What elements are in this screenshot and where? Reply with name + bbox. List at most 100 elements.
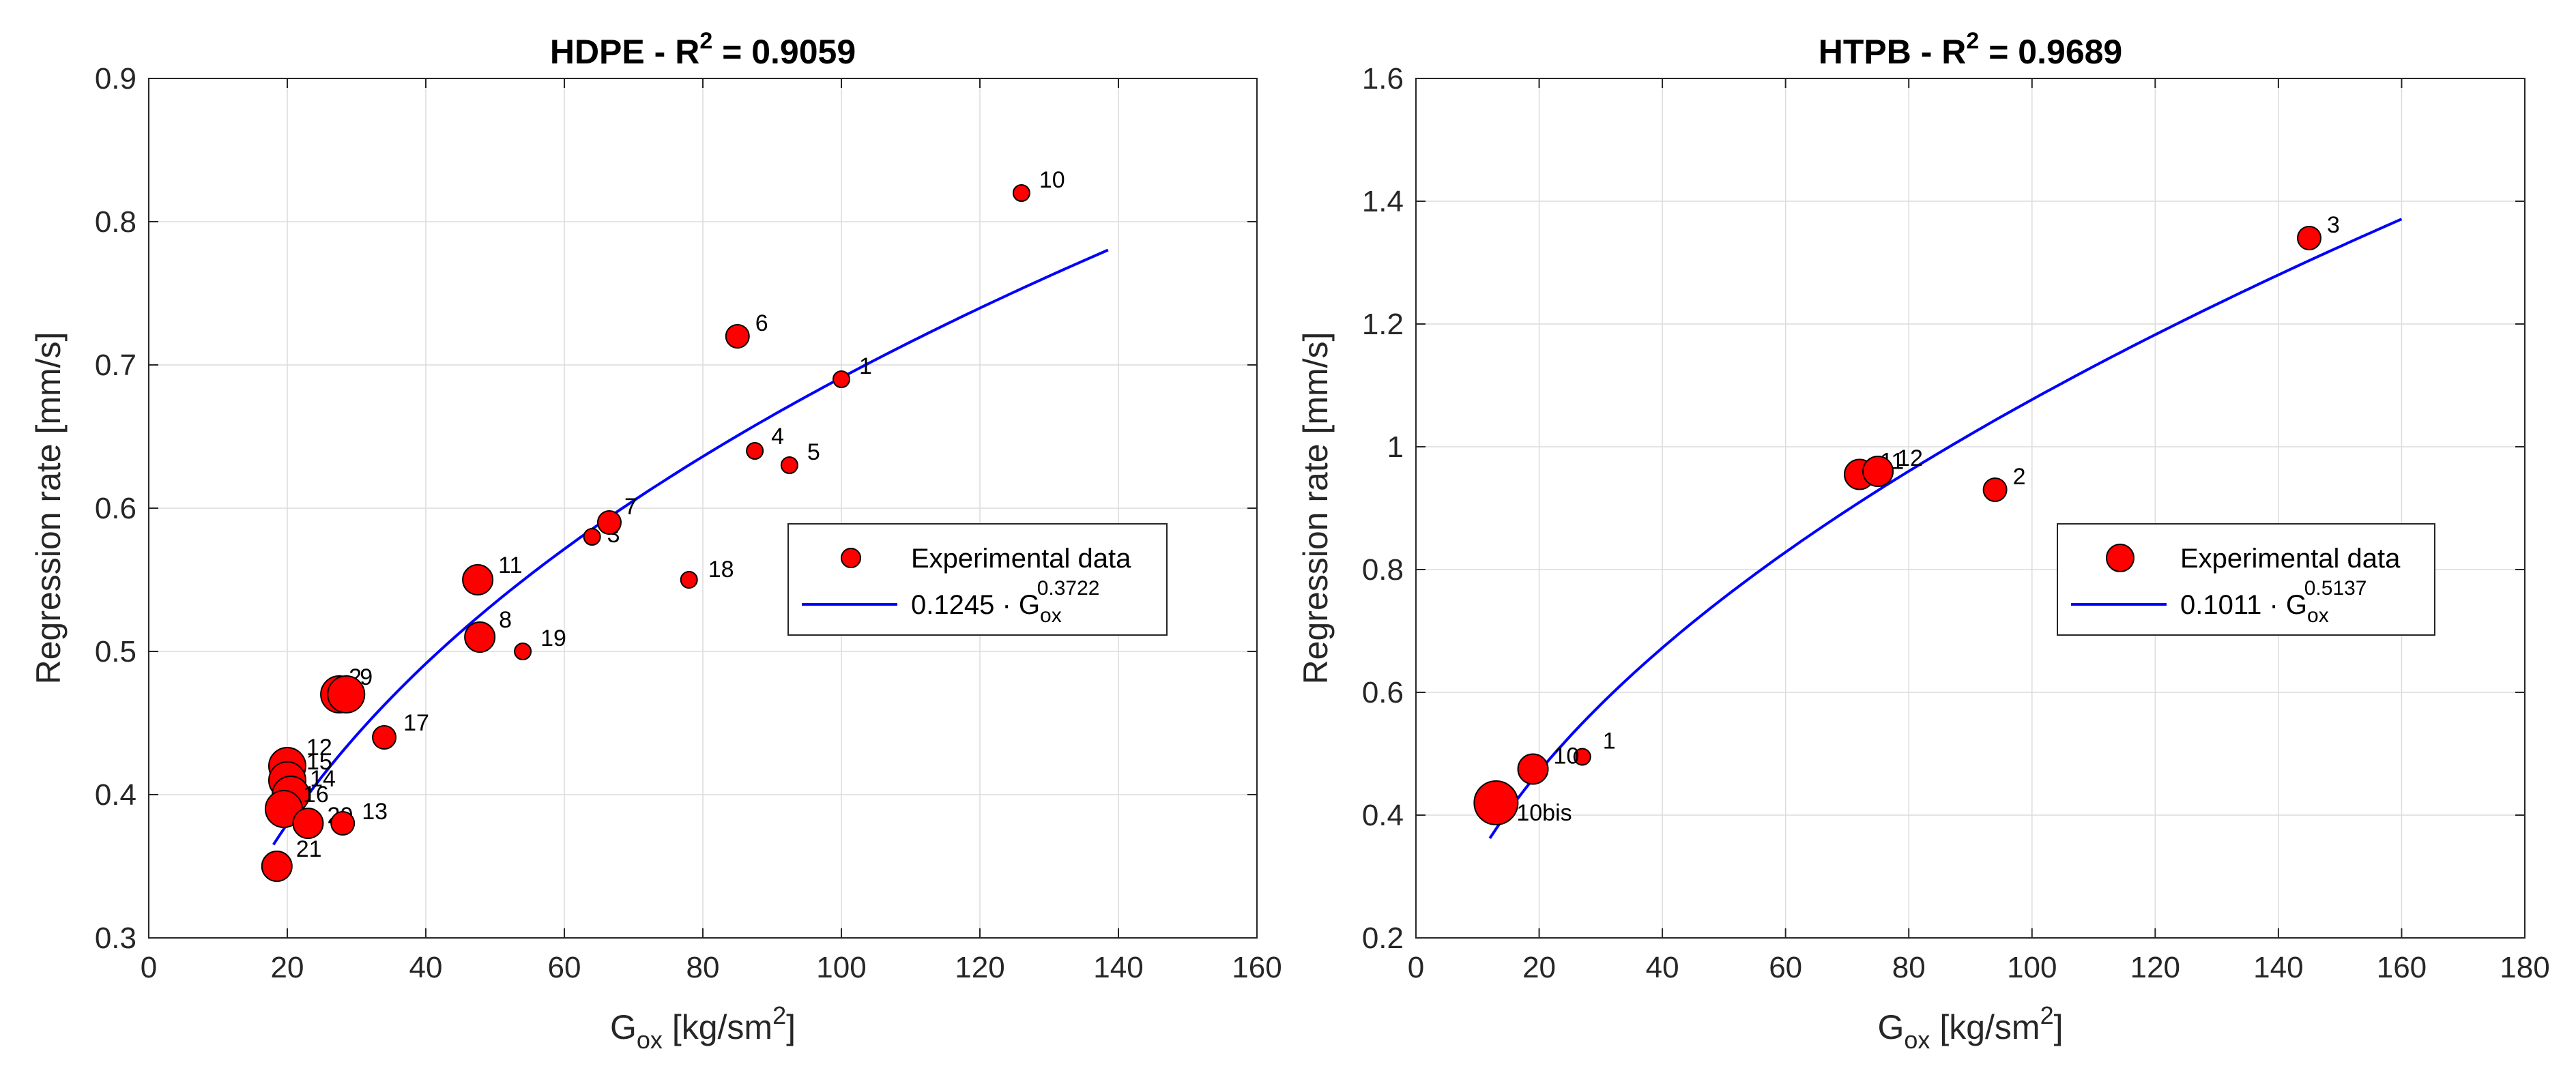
chart-0-data-point-3 bbox=[583, 528, 601, 546]
chart-1-data-label-1: 1 bbox=[1603, 728, 1616, 754]
chart-0-data-label-13: 13 bbox=[362, 799, 388, 825]
chart-0-legend-data-label: Experimental data bbox=[911, 544, 1131, 574]
chart-0-x-axis-label-unit: [kg/sm bbox=[663, 1008, 772, 1046]
chart-0-data-point-17 bbox=[372, 725, 397, 750]
chart-0-data-label-11: 11 bbox=[498, 553, 522, 578]
chart-1-legend-marker-icon bbox=[2106, 544, 2134, 572]
chart-0-data-label-14: 14 bbox=[310, 766, 336, 792]
chart-0-data-label-7: 7 bbox=[624, 494, 637, 520]
chart-0-data-point-9 bbox=[327, 675, 366, 713]
chart-1-title-main: HTPB - R bbox=[1819, 33, 1967, 71]
chart-0-data-label-10: 10 bbox=[1039, 167, 1065, 193]
chart-1-x-tick-label-1: 20 bbox=[1522, 951, 1556, 984]
chart-0-data-point-18 bbox=[680, 571, 698, 589]
chart-0-y-tick-label-1: 0.4 bbox=[95, 778, 136, 812]
chart-0-data-point-19 bbox=[514, 643, 532, 660]
chart-0-data-label-17: 17 bbox=[403, 710, 429, 736]
chart-0-data-point-11 bbox=[462, 564, 494, 595]
chart-0-data-label-5: 5 bbox=[807, 439, 820, 465]
chart-0-data-label-4: 4 bbox=[771, 424, 784, 450]
chart-0-y-tick-label-2: 0.5 bbox=[95, 635, 136, 668]
chart-1-x-tick-label-8: 160 bbox=[2377, 951, 2427, 984]
chart-1-x-axis-label: Gox [kg/sm2] bbox=[1877, 1001, 2063, 1054]
chart-1-legend-fit-coef: 0.1011 · G bbox=[2180, 590, 2307, 620]
chart-0-data-label-16: 16 bbox=[303, 782, 329, 808]
chart-0-fit-curve bbox=[272, 248, 1109, 846]
chart-1-data-point-1 bbox=[1573, 748, 1591, 766]
chart-1-x-axis-label-main: G bbox=[1877, 1008, 1904, 1046]
chart-1-x-axis-label-sub: ox bbox=[1904, 1026, 1930, 1054]
chart-1-x-tick-label-7: 140 bbox=[2253, 951, 2303, 984]
chart-0-data-label-8: 8 bbox=[499, 607, 512, 633]
chart-0-x-axis-label-sup: 2 bbox=[772, 1001, 786, 1029]
chart-0-data-label-18: 18 bbox=[708, 557, 734, 583]
chart-1-x-tick-label-0: 0 bbox=[1408, 951, 1424, 984]
chart-1-legend-fit-sub: ox bbox=[2307, 604, 2329, 627]
chart-1-fit-curve bbox=[1488, 218, 2403, 840]
chart-1-x-tick-label-3: 60 bbox=[1769, 951, 1802, 984]
chart-1-x-tick-label-6: 120 bbox=[2130, 951, 2180, 984]
chart-0-legend-fit-sup: 0.3722 bbox=[1037, 577, 1100, 600]
chart-0-x-tick-label-5: 100 bbox=[816, 951, 866, 984]
chart-1-y-tick-label-3: 0.8 bbox=[1362, 553, 1404, 587]
chart-0-x-axis-label-sub: ox bbox=[637, 1026, 663, 1054]
chart-1-x-tick-label-4: 80 bbox=[1892, 951, 1926, 984]
chart-0-title-main: HDPE - R bbox=[550, 33, 699, 71]
chart-1-x-axis-label-unit: [kg/sm bbox=[1930, 1008, 2040, 1046]
chart-0-x-tick-label-6: 120 bbox=[955, 951, 1004, 984]
chart-1-x-tick-label-9: 180 bbox=[2500, 951, 2549, 984]
chart-0-x-tick-label-2: 40 bbox=[409, 951, 443, 984]
chart-0-data-label-15: 15 bbox=[306, 749, 332, 775]
chart-0-y-tick-label-6: 0.9 bbox=[95, 62, 136, 95]
chart-0-data-label-9: 9 bbox=[360, 664, 373, 690]
chart-0-data-point-20 bbox=[292, 808, 324, 839]
chart-1-legend-fit-label: 0.1011 · Gox 0.5137 bbox=[2180, 577, 2367, 627]
chart-0-data-point-6 bbox=[725, 324, 750, 349]
chart-0-data-label-6: 6 bbox=[755, 310, 768, 336]
chart-1-legend-box bbox=[2057, 523, 2435, 636]
chart-1-y-tick-label-1: 0.4 bbox=[1362, 799, 1404, 832]
chart-0-y-tick-label-4: 0.7 bbox=[95, 349, 136, 382]
chart-1-y-tick-label-4: 1 bbox=[1387, 430, 1404, 464]
chart-1-data-point-12 bbox=[1862, 456, 1894, 487]
chart-1-data-label-10bis: 10bis bbox=[1516, 800, 1572, 826]
chart-1-x-axis-label-sup: 2 bbox=[2040, 1001, 2054, 1029]
chart-0-x-tick-label-8: 160 bbox=[1232, 951, 1282, 984]
chart-1-axes-box bbox=[1415, 78, 2526, 939]
chart-1-legend-data-label: Experimental data bbox=[2180, 544, 2401, 574]
chart-0-data-point-21 bbox=[261, 851, 293, 882]
chart-0-legend-fit-coef: 0.1245 · G bbox=[911, 590, 1040, 620]
chart-0-data-label-12: 12 bbox=[306, 735, 332, 761]
chart-0-legend-box bbox=[787, 523, 1168, 636]
chart-0-data-point-5 bbox=[780, 456, 798, 474]
htpb-chart: 0 20 40 60 80 100 120 140 160 180 0.2 0.4 0.6 0.8 1 1.2… bbox=[1297, 28, 2550, 1054]
chart-0-x-axis-label-main: G bbox=[610, 1008, 637, 1046]
chart-0-data-point-4 bbox=[746, 442, 764, 460]
chart-1-y-tick-label-0: 0.2 bbox=[1362, 922, 1404, 955]
chart-0-title-value: = 0.9059 bbox=[712, 33, 856, 71]
chart-1-data-label-12: 12 bbox=[1897, 445, 1923, 471]
chart-1-y-tick-label-7: 1.6 bbox=[1362, 62, 1404, 95]
chart-0-x-tick-label-1: 20 bbox=[271, 951, 304, 984]
chart-1-title-value: = 0.9689 bbox=[1979, 33, 2122, 71]
chart-0-y-axis-label: Regression rate [mm/s] bbox=[29, 332, 68, 685]
chart-1-x-tick-label-5: 100 bbox=[2007, 951, 2057, 984]
chart-1-x-tick-label-2: 40 bbox=[1646, 951, 1679, 984]
chart-0-x-axis-label-close: ] bbox=[786, 1008, 796, 1046]
chart-1-plot-area bbox=[1416, 78, 2525, 938]
chart-0-data-point-7 bbox=[596, 510, 622, 535]
hdpe-chart: 0 20 40 60 80 100 120 140 160 0.3 0.4 0.5 0.6 0.7 0.8 0… bbox=[29, 28, 1282, 1054]
chart-1-data-point-3 bbox=[2297, 226, 2322, 250]
chart-0-x-tick-label-4: 80 bbox=[686, 951, 720, 984]
chart-1-y-tick-label-5: 1.2 bbox=[1362, 308, 1404, 341]
chart-0-title: HDPE - R2 = 0.9059 bbox=[550, 28, 856, 71]
chart-1-x-axis-label-close: ] bbox=[2054, 1008, 2064, 1046]
chart-0-data-point-13 bbox=[330, 811, 356, 836]
chart-0-title-sup: 2 bbox=[699, 28, 712, 54]
chart-0-data-point-1 bbox=[833, 370, 850, 388]
chart-0-x-tick-label-3: 60 bbox=[548, 951, 581, 984]
chart-0-legend-fit-sub: ox bbox=[1040, 604, 1062, 627]
chart-0-data-label-19: 19 bbox=[540, 625, 566, 651]
chart-1-title: HTPB - R2 = 0.9689 bbox=[1819, 28, 2123, 71]
